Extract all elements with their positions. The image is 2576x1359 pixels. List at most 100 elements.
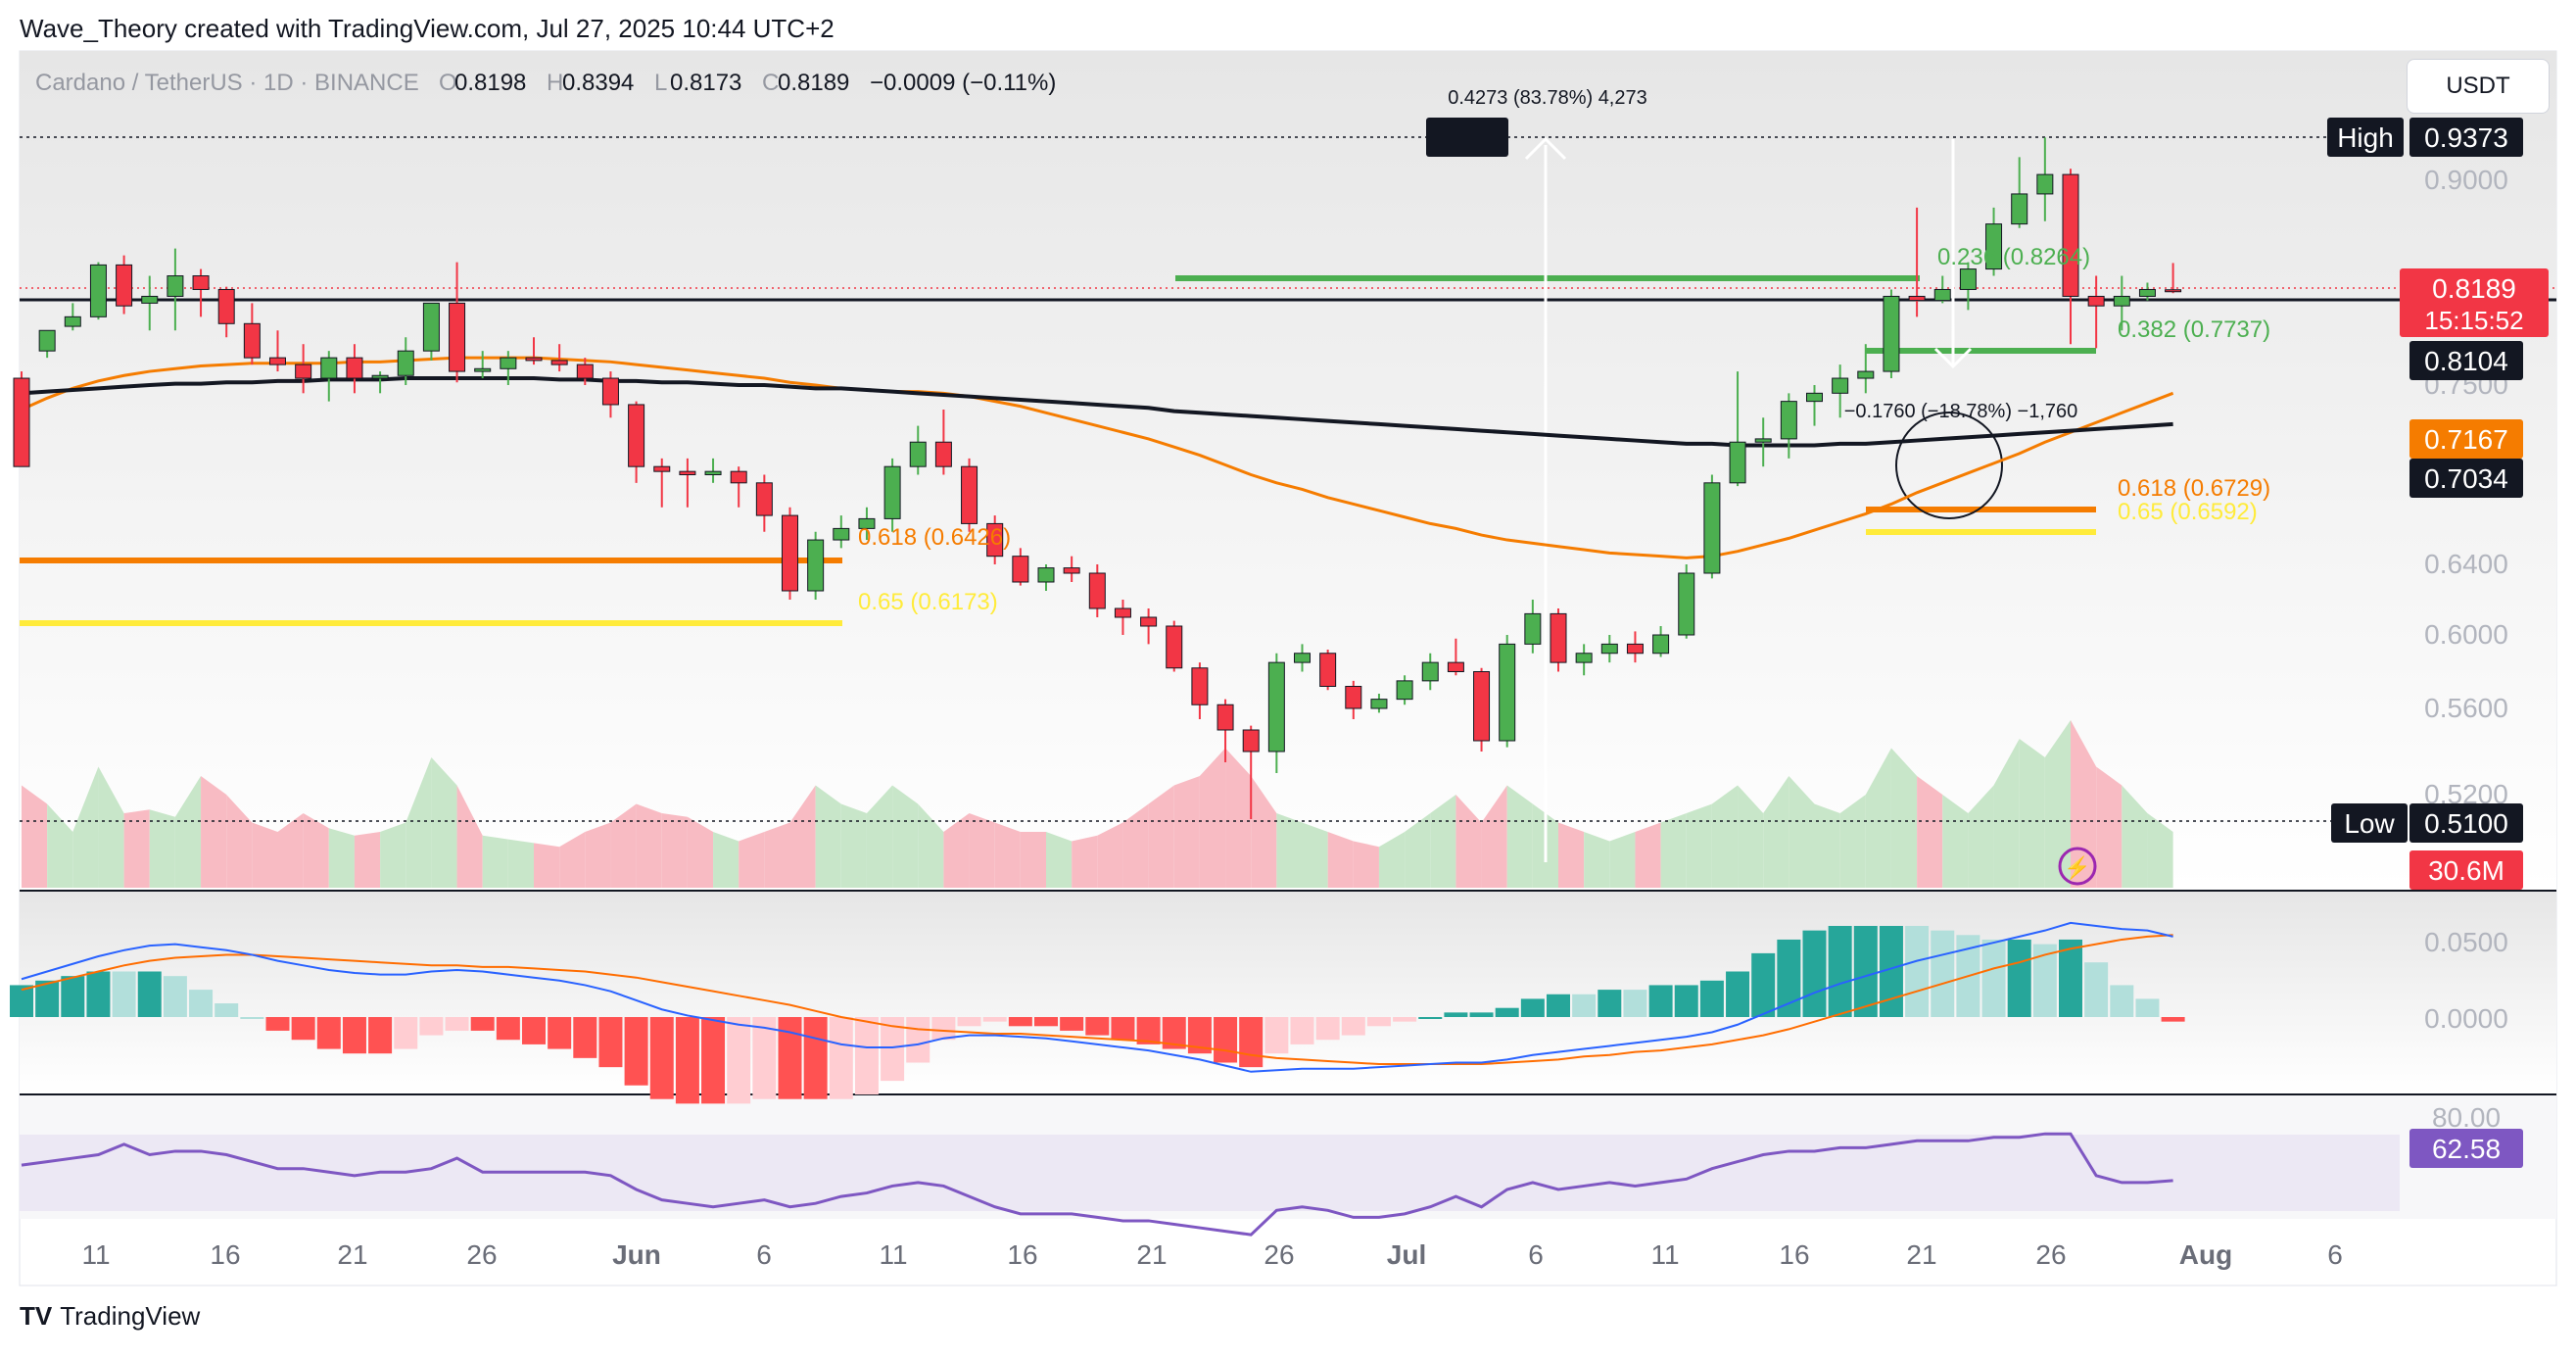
candle-down	[653, 465, 671, 472]
macd-histogram-bar	[1981, 939, 2006, 1017]
macd-histogram-bar	[906, 1017, 930, 1063]
macd-histogram-bar	[1648, 985, 1673, 1017]
volume-bar	[1839, 795, 1866, 888]
macd-histogram-bar	[1572, 994, 1597, 1017]
volume-bar	[739, 832, 765, 888]
candle-up	[1575, 653, 1593, 663]
macd-histogram-bar	[265, 1017, 290, 1031]
volume-bar	[380, 822, 406, 888]
candle-up	[1396, 680, 1413, 701]
fib-right-65-label: 0.65 (0.6592)	[2118, 499, 2258, 525]
volume-bar	[507, 839, 534, 888]
candle-up	[2113, 295, 2130, 307]
macd-histogram-bar	[496, 1017, 520, 1041]
macd-histogram-bar	[573, 1017, 597, 1058]
ema-badge-bg	[2409, 419, 2523, 459]
volume-bar	[1122, 803, 1149, 888]
created-by-text: Wave_Theory created with TradingView.com…	[20, 14, 835, 43]
candle-down	[1908, 295, 1926, 302]
candle-up	[2036, 173, 2054, 195]
high-label-pad-bg	[1430, 118, 1508, 157]
volume-bar	[1378, 832, 1406, 888]
volume-bar	[918, 803, 944, 888]
time-tick-label: 16	[1007, 1239, 1037, 1270]
time-tick-label: 11	[879, 1239, 907, 1270]
level-badge-bg	[2409, 341, 2523, 380]
macd-histogram-bar	[1598, 990, 1622, 1017]
macd-histogram-bar	[316, 1017, 341, 1049]
last-price-value: 0.8189	[2432, 273, 2516, 304]
ohlc-key: L	[654, 70, 667, 96]
volume-bar	[2122, 785, 2148, 888]
macd-histogram-bar	[1469, 1012, 1494, 1017]
volume-bar	[1584, 832, 1610, 888]
macd-histogram-bar	[957, 1017, 981, 1027]
volume-bar	[1405, 813, 1431, 888]
macd-histogram-bar	[215, 1003, 239, 1017]
time-tick-label: 16	[210, 1239, 240, 1270]
rsi-badge-bg	[2409, 1129, 2523, 1168]
currency-button[interactable]: USDT	[2407, 59, 2550, 114]
macd-histogram-bar	[163, 976, 187, 1017]
volume-bar	[2071, 720, 2097, 888]
candle-down	[1242, 729, 1260, 752]
candle-up	[1959, 268, 1977, 290]
macd-histogram-bar	[1931, 930, 1955, 1017]
candle-up	[1780, 401, 1797, 440]
volume-bar	[277, 813, 304, 888]
volume-bar	[328, 828, 355, 888]
candle-down	[13, 377, 30, 467]
macd-line	[21, 921, 2173, 1073]
volume-bar	[72, 766, 99, 888]
time-tick-label: 6	[756, 1239, 772, 1270]
fib-right-236-label: 0.236 (0.8264)	[1937, 244, 2090, 270]
candle-up	[64, 315, 81, 327]
candle-up	[422, 302, 440, 352]
macd-histogram-bar	[1214, 1017, 1238, 1063]
volume-bar	[2147, 813, 2173, 888]
ema50-line	[21, 356, 2174, 559]
volume-bar	[2019, 739, 2045, 888]
measure-up-arrow	[1524, 136, 1567, 161]
macd-histogram-bar	[1290, 1017, 1314, 1044]
volume-bar	[47, 803, 73, 888]
time-tick-label: 21	[1906, 1239, 1936, 1270]
volume-badge-bg	[2409, 850, 2523, 890]
macd-histogram-bar	[649, 1017, 674, 1099]
macd-histogram-bar	[1239, 1017, 1264, 1068]
macd-histogram-bar	[1623, 990, 1647, 1017]
volume-bar	[98, 766, 124, 888]
candle-up	[500, 357, 517, 369]
ma-badge: 0.7034	[2424, 463, 2508, 494]
ohlc-value: 0.8198	[454, 70, 526, 96]
low-tag-bg	[2331, 803, 2408, 843]
volume-bar	[1430, 795, 1456, 888]
macd-signal-line	[21, 934, 2173, 1066]
volume-bar	[943, 813, 970, 888]
volume-bar	[764, 822, 790, 888]
candle-up	[320, 357, 338, 379]
macd-histogram-bar	[752, 1017, 777, 1099]
volume-bar	[2044, 720, 2071, 888]
volume-bar	[661, 813, 688, 888]
volume-bar	[1148, 785, 1174, 888]
volume-bar	[201, 776, 227, 888]
candle-down	[192, 275, 210, 290]
candle-up	[858, 517, 876, 529]
candle-down	[1012, 556, 1029, 583]
volume-bar	[1865, 748, 1891, 888]
time-tick-label: 21	[337, 1239, 367, 1270]
macd-histogram-bar	[2135, 998, 2160, 1017]
volume-bar	[1481, 785, 1507, 888]
candle-down	[346, 357, 363, 379]
volume-bar	[1251, 776, 1277, 888]
volume-bar	[1097, 822, 1123, 888]
volume-bar	[636, 803, 662, 888]
candle-up	[1985, 223, 2003, 270]
volume-bar	[1993, 739, 2020, 888]
macd-histogram-bar	[1905, 926, 1930, 1017]
macd-histogram-bar	[1802, 930, 1827, 1017]
volume-bar	[1199, 748, 1226, 888]
volume-bar	[687, 816, 714, 888]
